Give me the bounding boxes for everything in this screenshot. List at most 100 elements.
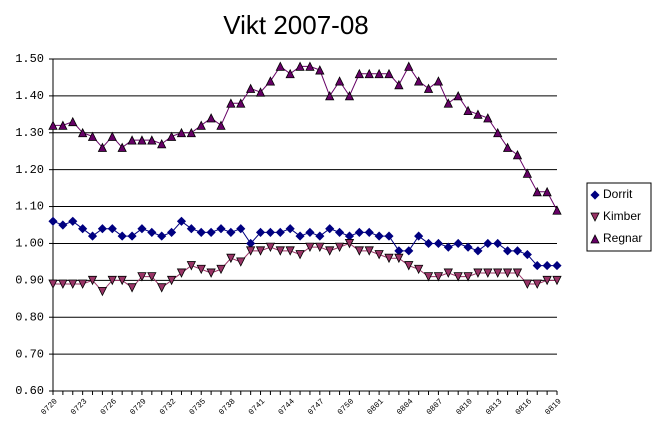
marker bbox=[48, 120, 58, 130]
marker bbox=[374, 68, 384, 79]
marker bbox=[423, 83, 434, 93]
marker bbox=[196, 227, 206, 237]
marker bbox=[147, 227, 157, 237]
x-tick-label: 0819 bbox=[544, 397, 564, 417]
marker bbox=[502, 268, 513, 278]
marker bbox=[107, 275, 117, 286]
marker bbox=[196, 120, 206, 130]
marker bbox=[522, 249, 532, 260]
marker bbox=[483, 113, 493, 123]
x-tick-label: 0747 bbox=[306, 397, 326, 417]
marker bbox=[334, 242, 345, 253]
marker bbox=[186, 261, 197, 271]
marker bbox=[364, 227, 374, 237]
marker bbox=[226, 98, 236, 108]
x-tick-label: 0741 bbox=[247, 397, 267, 417]
marker bbox=[97, 142, 108, 152]
marker bbox=[176, 216, 187, 226]
marker bbox=[335, 227, 345, 237]
marker bbox=[453, 90, 463, 101]
marker bbox=[404, 246, 414, 256]
marker bbox=[453, 238, 463, 249]
y-tick-label: 1.50 bbox=[15, 52, 44, 66]
marker bbox=[97, 286, 108, 297]
marker bbox=[48, 279, 58, 289]
marker bbox=[255, 87, 266, 97]
x-tick-label: 0810 bbox=[455, 397, 475, 417]
marker bbox=[265, 76, 276, 86]
marker bbox=[423, 238, 434, 249]
marker bbox=[503, 246, 513, 256]
marker bbox=[87, 275, 98, 286]
marker bbox=[315, 65, 325, 75]
marker bbox=[463, 242, 473, 252]
legend-label: Regnar bbox=[603, 231, 642, 245]
marker bbox=[58, 279, 68, 289]
x-tick-label: 0750 bbox=[336, 397, 356, 417]
marker bbox=[275, 61, 285, 71]
marker bbox=[532, 261, 542, 271]
marker bbox=[107, 131, 117, 141]
marker bbox=[344, 239, 355, 249]
marker bbox=[394, 246, 404, 256]
marker bbox=[532, 279, 542, 289]
marker bbox=[216, 264, 226, 275]
marker bbox=[68, 116, 78, 127]
marker bbox=[48, 216, 58, 226]
x-tick-label: 0726 bbox=[99, 397, 119, 417]
marker bbox=[315, 231, 325, 241]
marker bbox=[117, 231, 127, 241]
marker bbox=[236, 98, 246, 108]
marker bbox=[137, 224, 147, 234]
marker bbox=[157, 231, 167, 241]
y-tick-label: 0.80 bbox=[15, 310, 44, 324]
marker bbox=[522, 279, 533, 289]
y-tick-label: 1.00 bbox=[15, 237, 44, 251]
marker bbox=[245, 246, 256, 256]
marker bbox=[443, 242, 453, 252]
marker bbox=[206, 268, 216, 278]
marker bbox=[394, 79, 404, 90]
marker bbox=[483, 268, 493, 278]
marker bbox=[176, 127, 187, 138]
marker bbox=[295, 250, 305, 260]
marker bbox=[166, 275, 177, 286]
series-line bbox=[52, 220, 557, 267]
marker bbox=[58, 120, 68, 130]
marker bbox=[354, 68, 365, 79]
marker bbox=[374, 250, 384, 260]
marker bbox=[552, 205, 562, 215]
marker bbox=[285, 68, 295, 79]
marker bbox=[463, 105, 473, 116]
marker bbox=[295, 231, 305, 241]
marker bbox=[107, 224, 117, 234]
marker bbox=[325, 90, 335, 101]
marker bbox=[245, 83, 256, 93]
marker bbox=[87, 231, 98, 241]
marker bbox=[137, 135, 147, 145]
marker bbox=[216, 224, 226, 234]
marker bbox=[285, 224, 295, 234]
marker bbox=[493, 127, 503, 138]
marker bbox=[364, 246, 374, 256]
marker bbox=[512, 268, 523, 278]
y-tick-label: 1.10 bbox=[15, 200, 44, 214]
marker bbox=[68, 216, 78, 226]
marker bbox=[68, 279, 78, 289]
marker bbox=[344, 90, 355, 101]
marker bbox=[384, 231, 394, 241]
legend-label: Dorrit bbox=[603, 187, 633, 201]
marker bbox=[275, 227, 285, 237]
marker bbox=[404, 61, 414, 71]
x-tick-label: 0801 bbox=[366, 397, 386, 417]
chart-title: Vikt 2007-08 bbox=[223, 10, 369, 40]
marker bbox=[157, 138, 167, 149]
marker bbox=[97, 224, 107, 234]
marker bbox=[512, 150, 523, 160]
marker bbox=[206, 227, 216, 237]
marker bbox=[590, 190, 600, 200]
marker bbox=[147, 272, 157, 282]
marker bbox=[542, 186, 552, 197]
marker bbox=[542, 275, 552, 286]
x-tick-label: 0729 bbox=[129, 397, 149, 417]
